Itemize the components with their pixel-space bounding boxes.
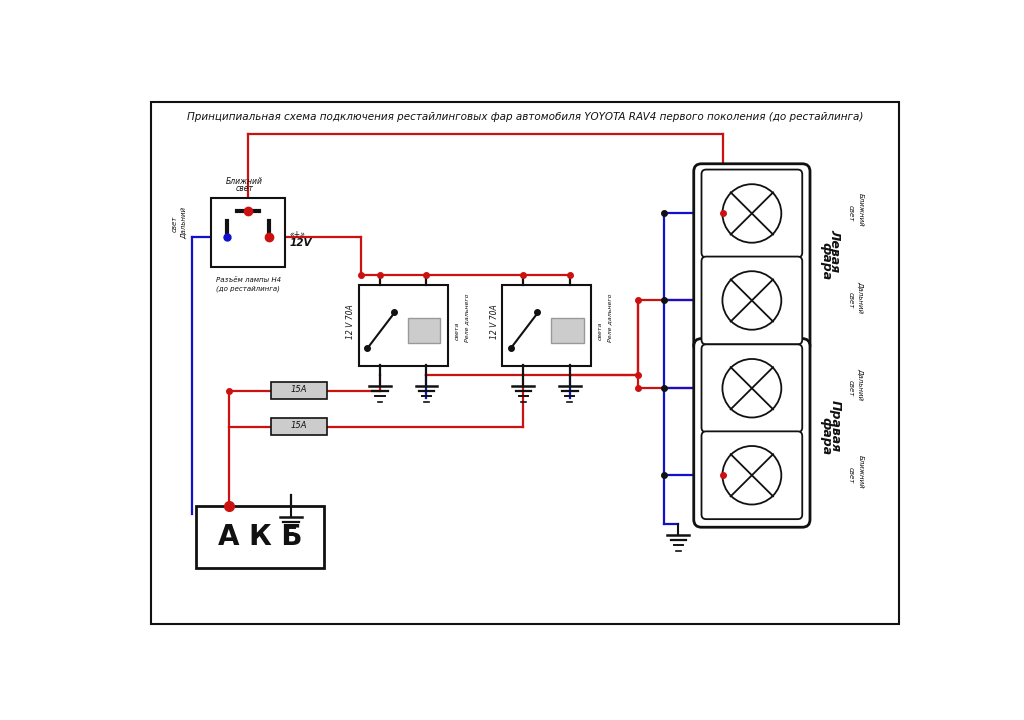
FancyBboxPatch shape: [701, 344, 802, 432]
Text: Ближний: Ближний: [857, 193, 863, 226]
Text: свет: свет: [171, 215, 177, 232]
Text: 12 V 70А: 12 V 70А: [346, 304, 355, 338]
Text: 15А: 15А: [291, 385, 307, 395]
Text: фара: фара: [819, 417, 831, 454]
FancyBboxPatch shape: [701, 256, 802, 344]
Text: Дальний: Дальний: [857, 369, 863, 400]
Bar: [502, 284, 591, 366]
Text: света: света: [455, 322, 460, 341]
Text: свет: свет: [848, 292, 854, 309]
Text: «+»: «+»: [290, 230, 305, 239]
Text: 12 V 70А: 12 V 70А: [489, 304, 499, 338]
Circle shape: [722, 184, 781, 243]
FancyBboxPatch shape: [701, 169, 802, 257]
FancyBboxPatch shape: [701, 431, 802, 519]
Bar: [408, 318, 440, 343]
Text: Реле дальнего: Реле дальнего: [607, 293, 612, 342]
Text: Реле дальнего: Реле дальнего: [464, 293, 469, 342]
Text: свет: свет: [848, 380, 854, 397]
Text: 15А: 15А: [291, 421, 307, 431]
Bar: [271, 382, 328, 399]
Bar: [211, 198, 285, 267]
Text: свет: свет: [848, 467, 854, 483]
Text: Разъём лампы Н4: Разъём лампы Н4: [216, 276, 281, 282]
Text: свет: свет: [236, 184, 253, 193]
Text: 12V: 12V: [290, 238, 312, 248]
Text: Ближний: Ближний: [857, 454, 863, 488]
Text: А К Б: А К Б: [217, 523, 302, 551]
Circle shape: [722, 271, 781, 330]
Text: Левая: Левая: [828, 229, 842, 272]
Text: Правая: Правая: [828, 400, 842, 451]
Text: фара: фара: [819, 242, 831, 280]
Bar: [271, 418, 328, 435]
Text: Дальний: Дальний: [181, 207, 186, 240]
Text: (до рестайлинга): (до рестайлинга): [216, 285, 280, 292]
Bar: [196, 506, 324, 567]
FancyBboxPatch shape: [693, 163, 810, 352]
Text: Принципиальная схема подключения рестайлинговых фар автомобиля YOYOTA RAV4 перво: Принципиальная схема подключения рестайл…: [187, 112, 863, 122]
Circle shape: [722, 446, 781, 505]
Text: Дальний: Дальний: [857, 281, 863, 312]
Text: свет: свет: [848, 205, 854, 222]
FancyBboxPatch shape: [693, 338, 810, 527]
Text: Ближний: Ближний: [225, 178, 263, 186]
Bar: [551, 318, 584, 343]
Text: света: света: [598, 322, 603, 341]
Bar: [358, 284, 447, 366]
Circle shape: [722, 359, 781, 418]
